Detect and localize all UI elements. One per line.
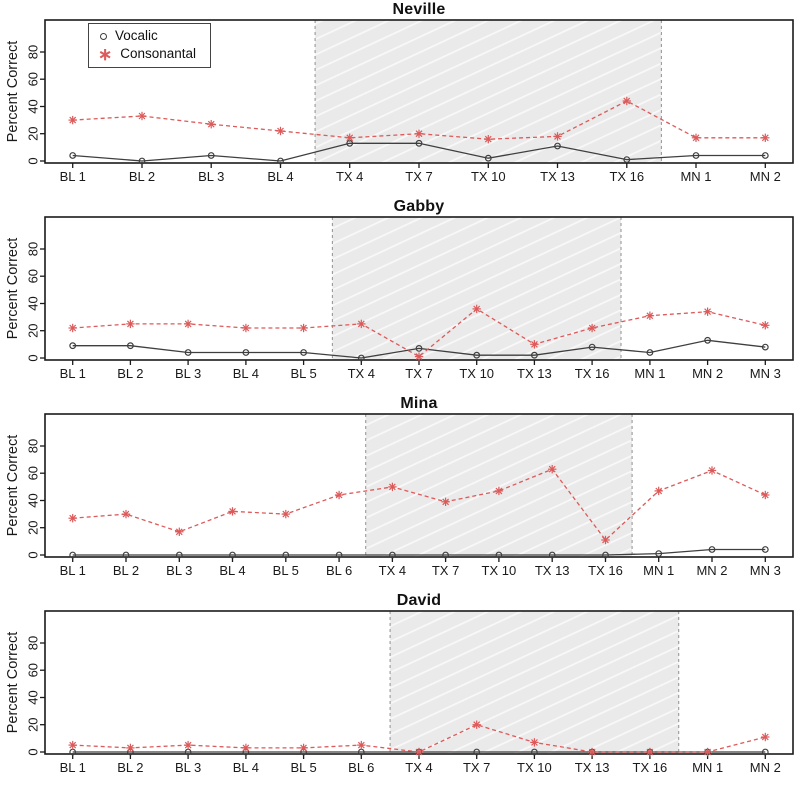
svg-text:BL 3: BL 3 — [175, 760, 201, 775]
svg-text:BL 6: BL 6 — [326, 563, 352, 578]
svg-text:BL 2: BL 2 — [117, 366, 143, 381]
svg-text:BL 4: BL 4 — [267, 169, 293, 184]
svg-text:MN 1: MN 1 — [643, 563, 674, 578]
svg-text:TX 10: TX 10 — [471, 169, 506, 184]
svg-text:TX 4: TX 4 — [336, 169, 363, 184]
svg-text:TX 16: TX 16 — [575, 366, 610, 381]
panel-title-david: David — [396, 592, 442, 609]
svg-text:BL 5: BL 5 — [273, 563, 299, 578]
svg-text:0: 0 — [26, 157, 41, 164]
svg-text:TX 13: TX 13 — [575, 760, 610, 775]
legend-label-vocalic: Vocalic — [115, 28, 158, 43]
svg-text:0: 0 — [26, 551, 41, 558]
svg-text:MN 1: MN 1 — [680, 169, 711, 184]
svg-text:BL 1: BL 1 — [60, 169, 86, 184]
svg-text:20: 20 — [26, 323, 41, 337]
svg-text:TX 10: TX 10 — [482, 563, 517, 578]
svg-text:MN 1: MN 1 — [634, 366, 665, 381]
legend-item-vocalic: Vocalic — [98, 28, 196, 44]
svg-text:BL 3: BL 3 — [166, 563, 192, 578]
svg-text:BL 4: BL 4 — [233, 760, 259, 775]
svg-text:TX 16: TX 16 — [588, 563, 623, 578]
svg-text:TX 13: TX 13 — [517, 366, 552, 381]
chart-svg-gabby: 0 20 40 60 80 Percent Correct BL 1 BL 2 BL 3 BL 4… — [5, 216, 794, 381]
svg-text:60: 60 — [26, 663, 41, 677]
svg-text:BL 1: BL 1 — [60, 366, 86, 381]
svg-text:Percent Correct: Percent Correct — [5, 632, 21, 734]
svg-text:TX 16: TX 16 — [633, 760, 668, 775]
svg-text:20: 20 — [26, 520, 41, 534]
svg-text:MN 1: MN 1 — [692, 760, 723, 775]
svg-text:MN 2: MN 2 — [692, 366, 723, 381]
chart-svg-david: 0 20 40 60 80 Percent Correct BL 1 BL 2 BL 3 BL 4… — [5, 610, 794, 775]
svg-text:40: 40 — [26, 296, 41, 310]
svg-text:40: 40 — [26, 690, 41, 704]
svg-text:MN 2: MN 2 — [750, 169, 781, 184]
legend-label-consonantal: Consonantal — [120, 46, 197, 61]
svg-text:BL 4: BL 4 — [219, 563, 245, 578]
svg-text:BL 5: BL 5 — [290, 760, 316, 775]
svg-text:60: 60 — [26, 72, 41, 86]
svg-text:BL 3: BL 3 — [198, 169, 224, 184]
svg-text:TX 4: TX 4 — [405, 760, 432, 775]
svg-text:BL 3: BL 3 — [175, 366, 201, 381]
svg-text:40: 40 — [26, 493, 41, 507]
svg-text:BL 2: BL 2 — [113, 563, 139, 578]
svg-text:TX 13: TX 13 — [535, 563, 570, 578]
svg-text:0: 0 — [26, 354, 41, 361]
vocalic-circle-icon — [100, 32, 107, 40]
svg-text:BL 5: BL 5 — [290, 366, 316, 381]
svg-text:MN 2: MN 2 — [696, 563, 727, 578]
svg-text:TX 4: TX 4 — [379, 563, 406, 578]
svg-text:BL 1: BL 1 — [60, 563, 86, 578]
svg-text:TX 7: TX 7 — [432, 563, 459, 578]
legend-item-consonantal: ∗ Consonantal — [98, 45, 197, 64]
svg-text:MN 3: MN 3 — [750, 366, 781, 381]
svg-text:80: 80 — [26, 439, 41, 453]
svg-text:TX 7: TX 7 — [405, 366, 432, 381]
svg-text:80: 80 — [26, 45, 41, 59]
svg-text:40: 40 — [26, 99, 41, 113]
svg-text:MN 2: MN 2 — [750, 760, 781, 775]
consonantal-asterisk-icon: ∗ — [98, 45, 113, 64]
svg-text:80: 80 — [26, 636, 41, 650]
panel-title-neville: Neville — [392, 1, 446, 18]
svg-text:0: 0 — [26, 748, 41, 755]
svg-text:TX 13: TX 13 — [540, 169, 575, 184]
svg-text:TX 16: TX 16 — [609, 169, 644, 184]
svg-text:60: 60 — [26, 466, 41, 480]
legend: Vocalic ∗ Consonantal — [88, 23, 212, 68]
svg-text:BL 2: BL 2 — [129, 169, 155, 184]
svg-text:Percent Correct: Percent Correct — [5, 238, 21, 340]
svg-text:20: 20 — [26, 717, 41, 731]
panel-title-gabby: Gabby — [393, 198, 445, 215]
panel-gabby: Gabby 0 20 40 60 80 Percent Correct BL 1 BL 2 BL… — [0, 197, 800, 394]
svg-text:BL 6: BL 6 — [348, 760, 374, 775]
chart-svg-mina: 0 20 40 60 80 Percent Correct BL 1 BL 2 BL 3 BL 4… — [5, 413, 794, 578]
svg-text:MN 3: MN 3 — [750, 563, 781, 578]
svg-text:80: 80 — [26, 242, 41, 256]
svg-text:60: 60 — [26, 269, 41, 283]
svg-text:TX 10: TX 10 — [459, 366, 494, 381]
svg-text:BL 1: BL 1 — [60, 760, 86, 775]
svg-text:Percent Correct: Percent Correct — [5, 435, 21, 537]
svg-text:TX 7: TX 7 — [463, 760, 490, 775]
svg-text:TX 4: TX 4 — [348, 366, 375, 381]
svg-text:TX 10: TX 10 — [517, 760, 552, 775]
chart-svg-neville: 0 20 40 60 80 Percent Correct BL 1 BL 2 BL 3 BL 4… — [5, 19, 794, 184]
panel-david: David 0 20 40 60 80 Percent Correct BL 1 BL 2 BL… — [0, 591, 800, 788]
svg-text:Percent Correct: Percent Correct — [5, 41, 21, 143]
svg-text:20: 20 — [26, 126, 41, 140]
svg-text:BL 2: BL 2 — [117, 760, 143, 775]
panel-title-mina: Mina — [400, 395, 438, 412]
svg-text:TX 7: TX 7 — [405, 169, 432, 184]
panel-mina: Mina 0 20 40 60 80 Percent Correct BL 1 BL 2 BL … — [0, 394, 800, 591]
svg-text:BL 4: BL 4 — [233, 366, 259, 381]
panel-neville: Neville 0 20 40 60 80 Percent Correct BL 1 BL 2… — [0, 0, 800, 197]
